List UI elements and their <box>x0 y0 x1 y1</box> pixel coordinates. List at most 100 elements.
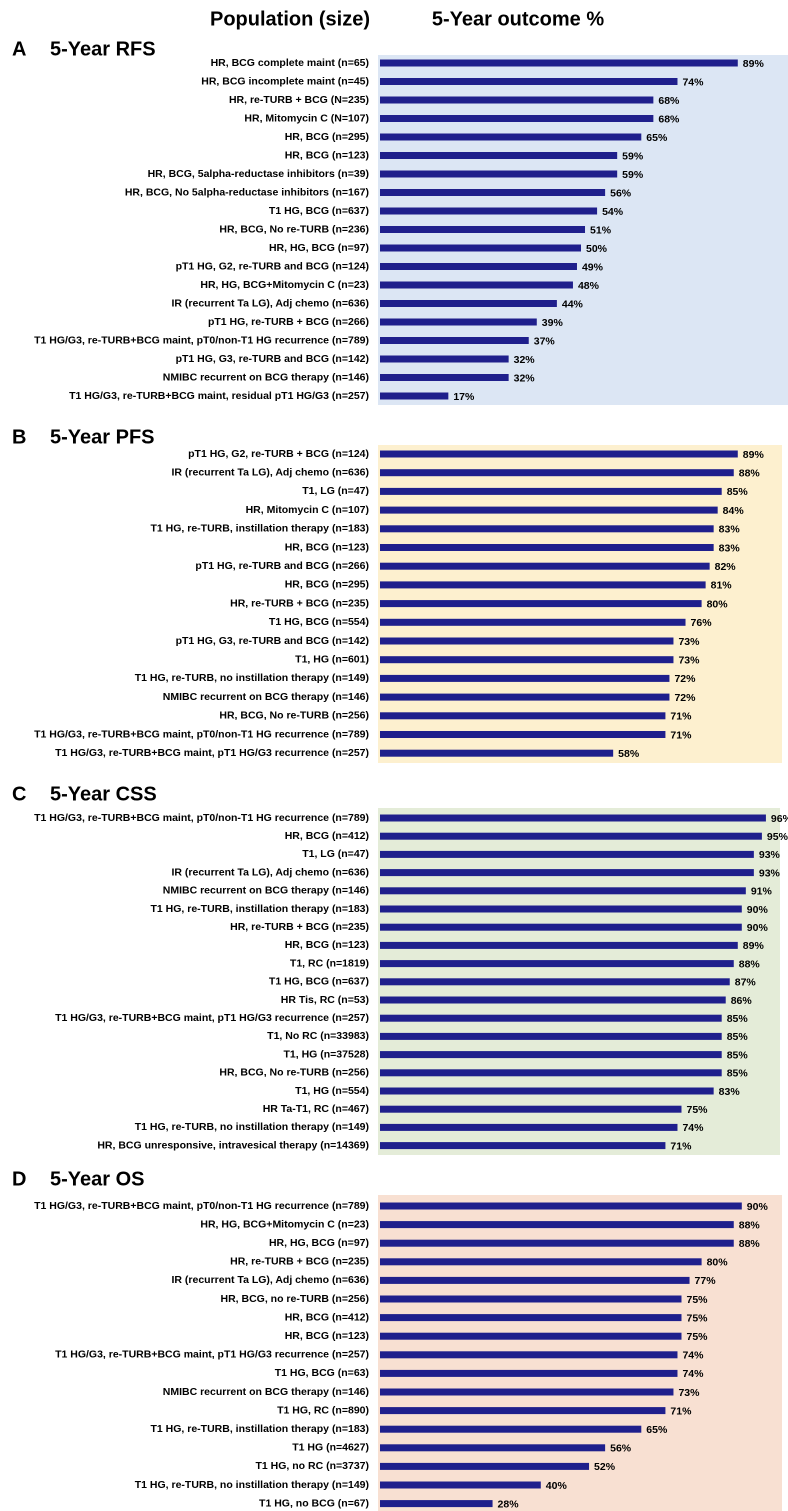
category-label: T1 HG, re-TURB, no instillation therapy … <box>135 1121 369 1133</box>
bar <box>380 170 618 178</box>
value-label: 74% <box>682 1368 704 1380</box>
bar <box>380 355 509 363</box>
value-label: 39% <box>542 317 564 329</box>
panel-title: 5-Year PFS <box>50 426 155 448</box>
category-label: pT1 HG, G2, re-TURB and BCG (n=124) <box>176 260 369 272</box>
category-label: HR, BCG (n=123) <box>285 939 369 951</box>
bar <box>380 600 702 608</box>
category-label: HR, re-TURB + BCG (n=235) <box>230 921 369 933</box>
value-label: 83% <box>719 542 741 554</box>
bar <box>380 941 738 949</box>
category-label: HR, BCG (n=295) <box>285 131 369 143</box>
value-label: 91% <box>751 886 773 898</box>
value-label: 71% <box>670 711 692 723</box>
bar <box>380 978 730 986</box>
bar <box>380 318 537 326</box>
value-label: 50% <box>586 243 608 255</box>
header-outcome: 5-Year outcome % <box>432 8 605 30</box>
category-label: T1, RC (n=1819) <box>290 957 369 969</box>
value-label: 90% <box>747 904 769 916</box>
bar <box>380 1239 734 1247</box>
value-label: 40% <box>546 1480 568 1492</box>
value-label: 85% <box>727 1068 749 1080</box>
bar <box>380 133 642 141</box>
bar <box>380 1425 642 1433</box>
value-label: 65% <box>646 1424 668 1436</box>
category-label: T1 HG/G3, re-TURB+BCG maint, residual pT… <box>69 390 369 402</box>
value-label: 71% <box>670 729 692 741</box>
bar <box>380 814 766 822</box>
category-label: HR, Mitomycin C (n=107) <box>246 504 369 516</box>
category-label: T1 HG/G3, re-TURB+BCG maint, pT0/non-T1 … <box>34 812 369 824</box>
bar <box>380 1105 682 1113</box>
bar <box>380 562 710 570</box>
bar <box>380 1369 678 1377</box>
category-label: T1 HG, re-TURB, instillation therapy (n=… <box>151 903 370 915</box>
bar <box>380 581 706 589</box>
value-label: 90% <box>747 922 769 934</box>
category-label: T1 HG, no RC (n=3737) <box>256 1460 369 1472</box>
value-label: 75% <box>687 1294 709 1306</box>
category-label: T1 HG, BCG (n=637) <box>269 205 369 217</box>
value-label: 96% <box>771 813 788 825</box>
category-label: T1 HG/G3, re-TURB+BCG maint, pT0/non-T1 … <box>34 728 369 740</box>
bar <box>380 1123 678 1131</box>
panel-title: 5-Year RFS <box>50 38 156 60</box>
value-label: 74% <box>682 1350 704 1362</box>
value-label: 32% <box>514 354 536 366</box>
category-label: NMIBC recurrent on BCG therapy (n=146) <box>163 885 369 897</box>
bar <box>380 1221 734 1229</box>
bar <box>380 300 557 307</box>
bar <box>380 506 718 514</box>
category-label: HR, BCG (n=412) <box>285 830 369 842</box>
category-label: NMIBC recurrent on BCG therapy (n=146) <box>163 371 369 383</box>
category-label: HR, HG, BCG (n=97) <box>269 242 369 254</box>
category-label: HR Tis, RC (n=53) <box>281 994 369 1006</box>
category-label: pT1 HG, G2, re-TURB + BCG (n=124) <box>188 448 369 460</box>
value-label: 59% <box>622 150 644 162</box>
category-label: T1 HG/G3, re-TURB+BCG maint, pT1 HG/G3 r… <box>55 747 369 759</box>
value-label: 88% <box>739 1238 761 1250</box>
bar <box>380 1462 590 1470</box>
bar <box>380 115 654 122</box>
bar <box>380 525 714 533</box>
category-label: T1 HG, BCG (n=554) <box>269 616 369 628</box>
category-label: T1, LG (n=47) <box>302 848 369 860</box>
value-label: 88% <box>739 958 761 970</box>
category-label: HR, BCG (n=295) <box>285 579 369 591</box>
value-label: 93% <box>759 867 781 879</box>
value-label: 48% <box>578 280 600 292</box>
value-label: 51% <box>590 224 612 236</box>
value-label: 71% <box>670 1405 692 1417</box>
bar <box>380 1481 541 1489</box>
bar <box>380 244 581 252</box>
bar <box>380 152 618 159</box>
bar <box>380 1332 682 1340</box>
value-label: 44% <box>562 298 584 310</box>
value-label: 56% <box>610 1443 632 1455</box>
bar <box>380 263 577 270</box>
header-population: Population (size) <box>210 8 370 30</box>
value-label: 95% <box>767 831 788 843</box>
bar <box>380 712 666 720</box>
value-label: 74% <box>682 1122 704 1134</box>
category-label: HR, BCG, No re-TURB (n=256) <box>219 1067 369 1079</box>
category-label: T1 HG (n=4627) <box>292 1442 369 1454</box>
value-label: 73% <box>678 654 700 666</box>
category-label: T1, HG (n=601) <box>295 653 369 665</box>
bar <box>380 618 686 626</box>
bar <box>380 1314 682 1322</box>
value-label: 75% <box>687 1104 709 1116</box>
value-label: 81% <box>711 580 733 592</box>
category-label: T1 HG/G3, re-TURB+BCG maint, pT1 HG/G3 r… <box>55 1349 369 1361</box>
bar <box>380 226 586 233</box>
value-label: 93% <box>759 849 781 861</box>
value-label: 73% <box>678 1387 700 1399</box>
bar <box>380 1407 666 1415</box>
category-label: T1 HG, re-TURB, no instillation therapy … <box>135 1479 369 1491</box>
bar <box>380 869 754 877</box>
value-label: 58% <box>618 748 640 760</box>
category-label: T1, HG (n=37528) <box>284 1048 370 1060</box>
bar <box>380 96 654 104</box>
value-label: 89% <box>743 940 765 952</box>
